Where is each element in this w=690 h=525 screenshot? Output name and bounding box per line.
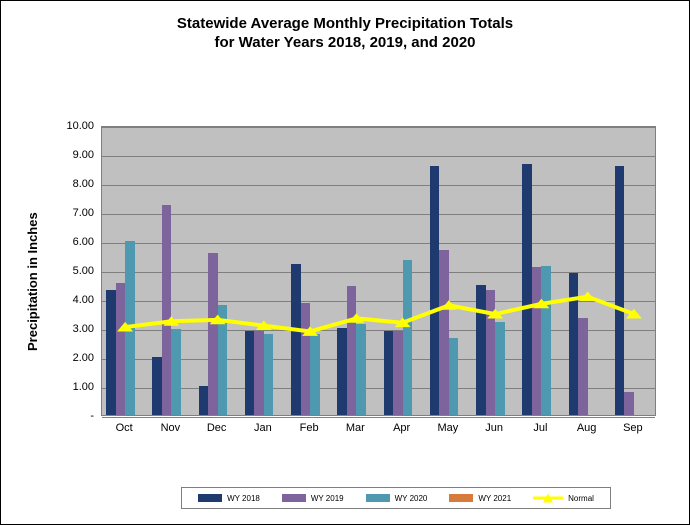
x-tick-label: May xyxy=(437,422,458,434)
bar-wy2018 xyxy=(152,357,161,415)
legend-label: WY 2020 xyxy=(395,494,428,503)
legend-item-normal: Normal xyxy=(533,492,594,504)
gridline xyxy=(102,156,655,157)
x-tick-label: Jun xyxy=(485,422,503,434)
bar-wy2020 xyxy=(125,241,134,415)
x-tick-label: Jan xyxy=(254,422,272,434)
bar-wy2019 xyxy=(439,250,448,415)
bar-wy2019 xyxy=(301,303,310,415)
bar-wy2018 xyxy=(199,386,208,415)
title-line-2: for Water Years 2018, 2019, and 2020 xyxy=(1,34,689,53)
x-tick-label: Oct xyxy=(116,422,133,434)
gridline xyxy=(102,243,655,244)
bar-wy2019 xyxy=(254,331,263,415)
legend-item-wy2018: WY 2018 xyxy=(198,494,260,503)
y-tick-label: 1.00 xyxy=(56,381,94,393)
bar-wy2018 xyxy=(245,331,254,415)
y-tick-label: 3.00 xyxy=(56,323,94,335)
gridline xyxy=(102,417,655,418)
y-tick-label: 10.00 xyxy=(56,120,94,132)
legend-label: WY 2018 xyxy=(227,494,260,503)
x-tick-label: Sep xyxy=(623,422,643,434)
bar-wy2018 xyxy=(106,290,115,415)
legend-swatch-line xyxy=(533,492,563,504)
bar-wy2019 xyxy=(393,331,402,415)
bar-wy2018 xyxy=(522,164,531,415)
legend-item-wy2020: WY 2020 xyxy=(366,494,428,503)
y-tick-label: 9.00 xyxy=(56,149,94,161)
bar-wy2018 xyxy=(615,166,624,415)
y-tick-label: 5.00 xyxy=(56,265,94,277)
x-tick-label: Nov xyxy=(161,422,181,434)
y-tick-label: 7.00 xyxy=(56,207,94,219)
bar-wy2018 xyxy=(569,273,578,415)
bar-wy2018 xyxy=(430,166,439,415)
legend: WY 2018 WY 2019 WY 2020 WY 2021 Normal xyxy=(181,487,611,509)
legend-swatch xyxy=(449,494,473,502)
bar-wy2019 xyxy=(347,286,356,415)
plot-area xyxy=(101,126,656,416)
x-tick-label: Jul xyxy=(533,422,547,434)
legend-swatch xyxy=(282,494,306,502)
legend-item-wy2019: WY 2019 xyxy=(282,494,344,503)
bar-wy2018 xyxy=(384,331,393,415)
legend-label: WY 2019 xyxy=(311,494,344,503)
bar-wy2019 xyxy=(162,205,171,415)
bar-wy2019 xyxy=(578,318,587,415)
y-tick-label: 6.00 xyxy=(56,236,94,248)
x-tick-label: Feb xyxy=(300,422,319,434)
x-tick-label: Apr xyxy=(393,422,410,434)
x-tick-label: Mar xyxy=(346,422,365,434)
bar-wy2018 xyxy=(291,264,300,415)
title-line-1: Statewide Average Monthly Precipitation … xyxy=(1,15,689,34)
bar-wy2020 xyxy=(403,260,412,415)
legend-label: Normal xyxy=(568,494,594,503)
bar-wy2020 xyxy=(264,334,273,415)
bar-wy2019 xyxy=(116,283,125,415)
bar-wy2019 xyxy=(208,253,217,415)
bar-wy2019 xyxy=(624,392,633,415)
x-tick-label: Aug xyxy=(577,422,597,434)
bar-wy2020 xyxy=(449,338,458,415)
bar-wy2020 xyxy=(495,322,504,415)
bar-wy2019 xyxy=(486,290,495,415)
y-axis-label: Precipitation in Inches xyxy=(25,212,40,351)
legend-swatch xyxy=(198,494,222,502)
bar-wy2020 xyxy=(541,266,550,415)
bar-wy2019 xyxy=(532,267,541,415)
gridline xyxy=(102,185,655,186)
bar-wy2020 xyxy=(356,324,365,415)
y-tick-label: 8.00 xyxy=(56,178,94,190)
gridline xyxy=(102,214,655,215)
legend-swatch xyxy=(366,494,390,502)
bar-wy2018 xyxy=(337,328,346,415)
y-tick-label: - xyxy=(56,410,94,422)
y-tick-label: 2.00 xyxy=(56,352,94,364)
legend-label: WY 2021 xyxy=(478,494,511,503)
y-tick-label: 4.00 xyxy=(56,294,94,306)
bar-wy2020 xyxy=(310,334,319,415)
bar-wy2020 xyxy=(171,329,180,415)
chart-title: Statewide Average Monthly Precipitation … xyxy=(1,15,689,53)
legend-item-wy2021: WY 2021 xyxy=(449,494,511,503)
gridline xyxy=(102,127,655,128)
x-tick-label: Dec xyxy=(207,422,227,434)
bar-wy2020 xyxy=(218,305,227,415)
chart-frame: Statewide Average Monthly Precipitation … xyxy=(0,0,690,525)
bar-wy2018 xyxy=(476,285,485,416)
